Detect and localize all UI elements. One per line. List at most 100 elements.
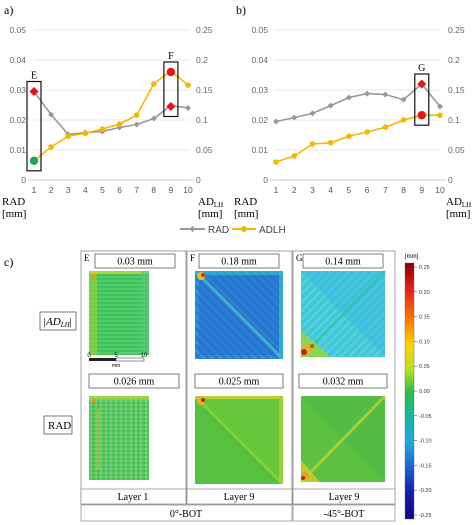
chart-a-left-label: RAD bbox=[2, 196, 25, 208]
legend-rad-label: RAD bbox=[208, 225, 229, 236]
left-tick-label: 0.05 bbox=[251, 25, 268, 35]
rad-point bbox=[309, 110, 316, 117]
chart-a-right-label: ADLH bbox=[198, 196, 223, 209]
highlight-label-g: G bbox=[418, 63, 425, 74]
ad-value-e: 0.03 mm bbox=[117, 257, 153, 268]
right-tick-label: 0.15 bbox=[196, 85, 213, 95]
right-tick-label: 0 bbox=[196, 175, 201, 185]
rad-point bbox=[150, 115, 157, 122]
chart-b-right-ticks: 0 0.05 0.1 0.15 0.2 0.25 bbox=[448, 25, 465, 185]
rad-point bbox=[382, 91, 389, 98]
adlh-point bbox=[116, 121, 123, 127]
chart-b-right-label-sub: LH bbox=[462, 201, 471, 209]
panel-label-a: a) bbox=[4, 3, 13, 17]
map-ad-e bbox=[89, 271, 149, 355]
chart-b-series bbox=[273, 81, 443, 165]
series-line-rad bbox=[33, 91, 189, 136]
chart-a-right-unit: [mm] bbox=[198, 208, 222, 220]
colorbar-unit: [mm] bbox=[405, 254, 419, 260]
left-tick-label: 0.04 bbox=[251, 55, 268, 65]
chart-b-right-label: ADLH bbox=[446, 196, 471, 209]
map-rad-f bbox=[195, 396, 283, 484]
ad-value-box-f bbox=[198, 253, 280, 269]
adlh-point bbox=[48, 144, 54, 150]
colorbar-tick-label: -0.15 bbox=[419, 463, 432, 469]
chart-a-right-ticks: 0 0.05 0.1 0.15 0.2 0.25 bbox=[196, 25, 213, 185]
legend-rad-marker bbox=[189, 226, 196, 232]
highlight-box-g bbox=[414, 73, 430, 126]
group-box-0 bbox=[80, 504, 293, 522]
adlh-point bbox=[99, 126, 106, 132]
adlh-point bbox=[82, 130, 89, 136]
map-ad-f bbox=[195, 271, 283, 359]
adlh-point bbox=[327, 140, 334, 146]
highlight-adlh-marker bbox=[29, 156, 39, 165]
colorbar-tick-label: -0.20 bbox=[419, 488, 432, 494]
left-tick-label: 0 bbox=[21, 175, 26, 185]
colorbar-tick-label: 0.25 bbox=[419, 265, 430, 271]
x-tick-label: 3 bbox=[310, 185, 315, 195]
x-tick-label: 6 bbox=[365, 185, 370, 195]
chart-a-left-ticks: 0 0.01 0.02 0.03 0.04 0.05 bbox=[9, 25, 26, 185]
row-label-ad: |ADLH| bbox=[43, 316, 72, 329]
row-label-ad-box bbox=[39, 311, 77, 331]
colorbar-gradient bbox=[404, 262, 415, 520]
highlight-rad-marker bbox=[417, 79, 427, 89]
rad-point bbox=[327, 102, 334, 109]
colorbar-tick-label: 0.05 bbox=[419, 364, 430, 370]
layer-box-f bbox=[186, 488, 293, 505]
colorbar-tick-label: 0.15 bbox=[419, 315, 430, 321]
rad-value-box-e bbox=[88, 373, 180, 389]
highlight-rad-marker bbox=[166, 102, 176, 111]
colorbar-tick-label: 0.00 bbox=[419, 389, 430, 395]
map-ad-g bbox=[299, 269, 387, 359]
right-tick-label: 0.2 bbox=[448, 55, 460, 65]
left-tick-label: 0.02 bbox=[9, 115, 26, 125]
x-tick-label: 4 bbox=[328, 185, 333, 195]
column-letter-g: G bbox=[296, 253, 303, 263]
x-tick-label: 4 bbox=[83, 185, 88, 195]
adlh-point bbox=[65, 133, 72, 139]
rad-point bbox=[400, 96, 407, 103]
right-tick-label: 0.05 bbox=[196, 145, 213, 155]
ad-value-g: 0.14 mm bbox=[325, 257, 361, 268]
x-tick-label: 9 bbox=[419, 185, 424, 195]
layer-box-g bbox=[292, 488, 396, 505]
chart-b-highlights: G bbox=[414, 63, 430, 126]
rad-point bbox=[437, 103, 443, 110]
rad-point bbox=[48, 111, 55, 118]
chart-a-highlights: EF bbox=[26, 51, 179, 172]
left-tick-label: 0.04 bbox=[9, 55, 26, 65]
x-tick-label: 10 bbox=[435, 185, 445, 195]
group-box-1 bbox=[292, 504, 396, 522]
highlight-rad-marker bbox=[29, 87, 39, 96]
series-line-adlh bbox=[33, 69, 189, 162]
rad-value-box-f bbox=[194, 373, 284, 389]
x-tick-label: 8 bbox=[151, 185, 156, 195]
chart-b-right-unit: [mm] bbox=[446, 208, 470, 220]
highlight-adlh-marker bbox=[417, 111, 426, 120]
legend-adlh-marker bbox=[241, 226, 247, 232]
highlight-box-f bbox=[163, 61, 179, 118]
scale-tick-0: 0 bbox=[87, 353, 91, 359]
x-tick-label: 1 bbox=[274, 185, 279, 195]
highlight-label-e: E bbox=[31, 71, 37, 82]
left-tick-label: 0.01 bbox=[251, 145, 268, 155]
adlh-point bbox=[382, 124, 389, 130]
group-label-1: -45°-BOT bbox=[324, 509, 365, 520]
ad-value-box-e bbox=[94, 253, 176, 269]
highlight-adlh-marker bbox=[166, 67, 176, 77]
maps-panel: c) |ADLH| RAD E F G 0.03 mm 0.18 mm 0.14… bbox=[4, 250, 432, 522]
adlh-point bbox=[364, 129, 370, 135]
right-tick-label: 0.2 bbox=[196, 55, 208, 65]
rad-point bbox=[364, 90, 371, 97]
rad-value-f: 0.025 mm bbox=[219, 377, 260, 388]
left-tick-label: 0.01 bbox=[9, 145, 26, 155]
row-label-rad: RAD bbox=[48, 420, 71, 432]
chart-b-right-label-main: AD bbox=[446, 196, 462, 208]
chart-b-gridlines bbox=[270, 29, 446, 181]
map-rad-g bbox=[299, 394, 387, 484]
rad-point bbox=[185, 105, 191, 111]
adlh-point bbox=[346, 133, 352, 139]
